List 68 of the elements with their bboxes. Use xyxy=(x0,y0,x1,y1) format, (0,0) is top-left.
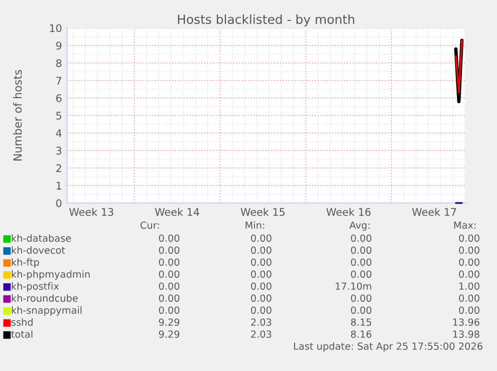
text: 0.00 xyxy=(458,246,480,254)
text: 0.00 xyxy=(350,258,372,266)
text: 0.00 xyxy=(158,294,180,302)
text: 0.00 xyxy=(250,246,272,254)
text: 0.00 xyxy=(158,282,180,290)
text: 0.00 xyxy=(350,234,372,242)
text: 9.29 xyxy=(158,318,180,326)
y-tick-label: 0 xyxy=(56,199,62,208)
text: Max: xyxy=(454,222,476,229)
text: 0.00 xyxy=(250,306,272,314)
text: 0.00 xyxy=(250,282,272,290)
x-tick-label: Week 14 xyxy=(155,208,200,216)
y-tick-label: 6 xyxy=(56,94,62,102)
legend-label: kh-postfix xyxy=(12,282,59,292)
text: 8.15 xyxy=(351,318,372,326)
x-tick-label: Week 16 xyxy=(326,208,371,216)
text: 0.00 xyxy=(250,294,272,302)
y-tick-label: 9 xyxy=(56,42,62,50)
text: 0.00 xyxy=(458,270,480,278)
legend-label: kh-database xyxy=(12,234,71,242)
text: 2.03 xyxy=(251,330,272,338)
text: 0.00 xyxy=(250,258,272,266)
text: Cur: xyxy=(140,221,159,229)
text: 8.16 xyxy=(351,330,372,338)
y-tick-label: 2 xyxy=(56,164,62,172)
text: 0.00 xyxy=(350,306,372,314)
text: Avg: xyxy=(349,222,370,231)
legend-label: kh-phpmyadmin xyxy=(12,270,90,280)
legend-label: kh-roundcube xyxy=(12,294,78,302)
legend-label: kh-snappymail xyxy=(12,306,82,316)
text: 0.00 xyxy=(158,306,180,314)
x-tick-label: Week 17 xyxy=(412,208,456,216)
text: 17.10m xyxy=(336,282,372,290)
chart-title: Hosts blacklisted - by month xyxy=(178,14,354,26)
text: 0.00 xyxy=(350,270,372,278)
x-tick-label: Week 13 xyxy=(69,208,114,216)
text: 0.00 xyxy=(158,246,180,254)
y-tick-label: 1 xyxy=(56,182,62,190)
text: 2.03 xyxy=(251,318,272,326)
text: 0.00 xyxy=(250,270,272,278)
y-tick-label: 7 xyxy=(56,76,62,84)
y-tick-label: 8 xyxy=(56,59,62,68)
text: 0.00 xyxy=(458,306,480,314)
y-tick-label: 5 xyxy=(56,112,62,120)
text: 0.00 xyxy=(458,258,480,266)
y-tick-label: 10 xyxy=(50,24,62,32)
x-tick-label: Week 15 xyxy=(240,208,285,216)
text: 13.98 xyxy=(453,330,480,338)
legend-label: kh-dovecot xyxy=(12,246,66,254)
text: 0.00 xyxy=(158,270,180,278)
legend-label: kh-ftp xyxy=(12,258,40,268)
text: 0.00 xyxy=(458,294,480,302)
legend-label: sshd xyxy=(12,318,33,326)
text: 0.00 xyxy=(158,258,180,266)
legend-label: total xyxy=(11,330,32,338)
text: 0.00 xyxy=(458,234,480,242)
y-axis-title: Number of hosts xyxy=(13,70,22,160)
y-tick-label: 4 xyxy=(56,129,62,137)
text: Last update: Sat Apr 25 17:55:00 2026 xyxy=(294,342,482,352)
text: 9.29 xyxy=(158,330,180,338)
text: 1.00 xyxy=(459,282,480,290)
text: 0.00 xyxy=(350,246,372,254)
text: 0.00 xyxy=(250,234,272,242)
text: 0.00 xyxy=(350,294,372,302)
text: 0.00 xyxy=(158,234,180,242)
text: 13.96 xyxy=(453,318,480,326)
y-tick-label: 3 xyxy=(56,146,62,155)
text: Min: xyxy=(246,221,264,229)
